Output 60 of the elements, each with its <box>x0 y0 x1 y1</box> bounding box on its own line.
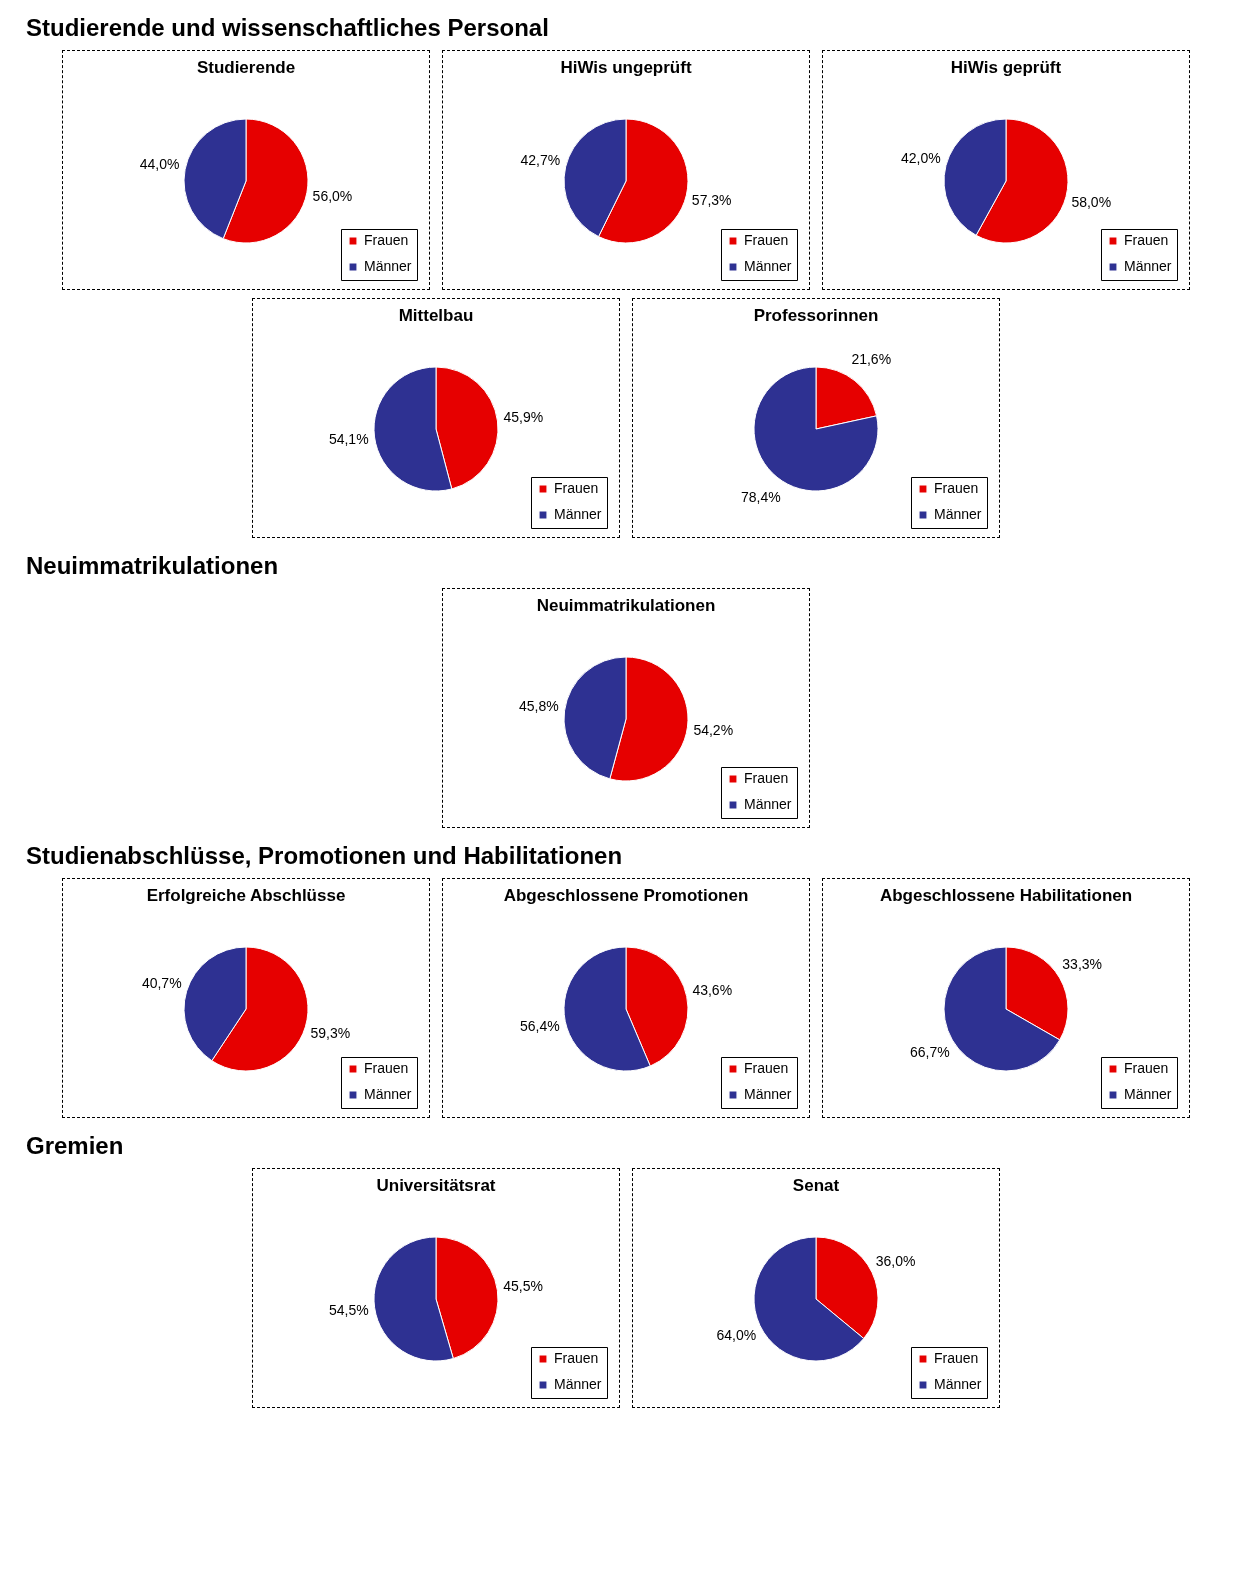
data-label: 66,7% <box>909 1044 950 1061</box>
data-label: 40,7% <box>141 974 182 991</box>
data-label: 78,4% <box>740 488 781 505</box>
chart-title: Senat <box>792 1176 839 1195</box>
data-label: 54,1% <box>328 431 369 448</box>
data-label: 54,2% <box>692 721 733 738</box>
data-label: 64,0% <box>716 1327 756 1344</box>
chart-title: Neuimmatrikulationen <box>536 596 715 615</box>
data-label: 33,3% <box>1061 955 1102 972</box>
legend-label: Frauen <box>743 770 788 786</box>
data-label: 54,5% <box>328 1302 369 1319</box>
data-label: 42,7% <box>519 151 560 168</box>
data-label: 21,6% <box>850 351 891 368</box>
legend-label: Männer <box>933 1376 982 1392</box>
legend-label: Männer <box>743 1086 792 1102</box>
data-label: 59,3% <box>309 1025 350 1042</box>
chart-title: Abgeschlossene Habilitationen <box>879 886 1132 905</box>
text: Studienabschlüsse, Promotionen und Habilitationen <box>26 842 624 870</box>
pie-slice <box>753 366 878 492</box>
data-label: 45,5% <box>502 1277 543 1294</box>
legend-label: Männer <box>553 506 602 522</box>
chart-title: Mittelbau <box>398 306 473 325</box>
legend-label: Männer <box>363 258 412 274</box>
legend-label: Männer <box>1123 1086 1172 1102</box>
legend-label: Frauen <box>553 1350 598 1366</box>
chart-title: Erfolgreiche Abschlüsse <box>146 886 345 905</box>
chart-title: Abgeschlossene Promotionen <box>503 886 748 905</box>
legend-label: Männer <box>363 1086 412 1102</box>
data-label: 56,4% <box>519 1017 560 1034</box>
legend-label: Frauen <box>553 480 598 496</box>
chart-title: Professorinnen <box>753 306 878 325</box>
data-label: 42,0% <box>900 150 941 167</box>
legend-label: Frauen <box>933 1350 978 1366</box>
data-label: 43,6% <box>691 982 732 999</box>
text: Gremien <box>26 1132 125 1160</box>
text: Neuimmatrikulationen <box>26 552 280 580</box>
legend-label: Männer <box>1123 258 1172 274</box>
legend-label: Männer <box>553 1376 602 1392</box>
chart-title: Studierende <box>196 58 295 77</box>
data-label: 58,0% <box>1070 193 1111 210</box>
data-label: 36,0% <box>875 1252 915 1269</box>
legend-label: Männer <box>743 796 792 812</box>
text: Studierende und wissenschaftliches Personal <box>26 14 550 42</box>
legend-label: Frauen <box>1123 232 1168 248</box>
legend-label: Frauen <box>933 480 978 496</box>
legend-label: Frauen <box>363 1060 408 1076</box>
legend-label: Frauen <box>743 232 788 248</box>
legend-label: Männer <box>933 506 982 522</box>
data-label: 57,3% <box>691 192 732 209</box>
legend-label: Männer <box>743 258 792 274</box>
data-label: 45,8% <box>518 698 559 715</box>
chart-title: HiWis ungeprüft <box>559 58 692 77</box>
data-label: 45,9% <box>502 408 543 425</box>
data-label: 56,0% <box>312 188 352 205</box>
chart-title: Universitätsrat <box>375 1176 496 1195</box>
legend-label: Frauen <box>1123 1060 1168 1076</box>
data-label: 44,0% <box>139 155 179 172</box>
legend-label: Frauen <box>743 1060 788 1076</box>
legend-label: Frauen <box>363 232 408 248</box>
chart-title: HiWis geprüft <box>950 58 1062 77</box>
